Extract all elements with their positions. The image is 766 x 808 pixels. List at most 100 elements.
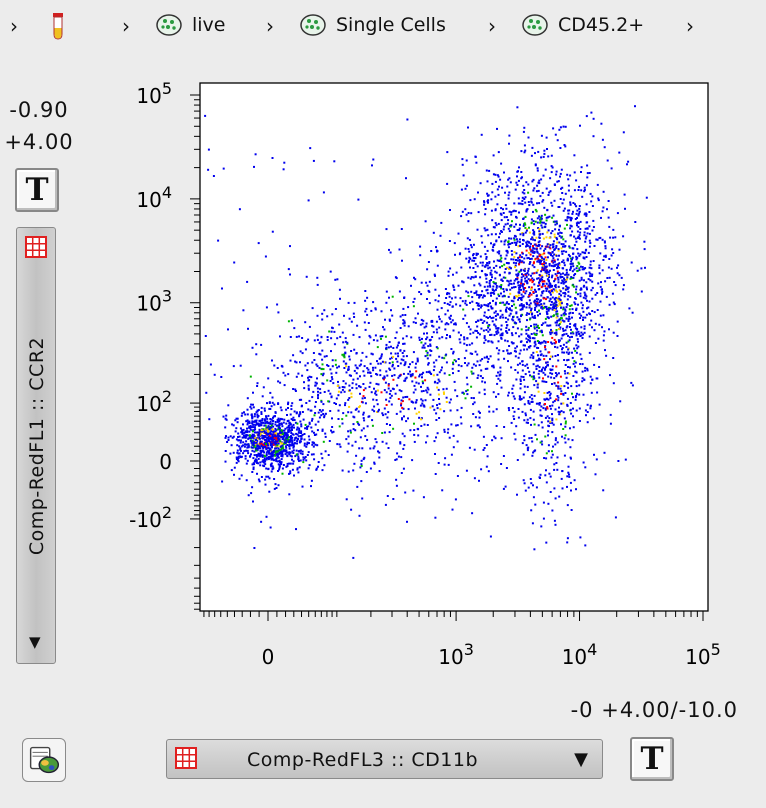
event-dot xyxy=(461,210,464,213)
event-dot xyxy=(525,421,528,424)
event-dot xyxy=(397,355,400,358)
event-dot xyxy=(508,314,511,317)
y-transform-button[interactable]: T xyxy=(15,168,59,212)
event-dot xyxy=(259,430,262,433)
breadcrumb-gate-cd45[interactable]: CD45.2+ xyxy=(522,13,644,37)
event-dot xyxy=(473,284,476,287)
event-dot xyxy=(261,418,264,420)
event-dot xyxy=(239,441,242,444)
chevron-right-icon[interactable]: › xyxy=(10,14,18,38)
event-dot xyxy=(461,163,464,166)
event-dot xyxy=(505,467,508,469)
event-dot xyxy=(225,418,228,421)
event-dot xyxy=(574,218,577,220)
event-dot xyxy=(300,438,303,441)
event-dot xyxy=(584,409,587,412)
event-dot xyxy=(494,288,497,291)
event-dot xyxy=(534,257,537,260)
event-dot xyxy=(550,201,553,204)
event-dot xyxy=(348,405,351,408)
event-dot xyxy=(253,441,256,444)
event-dot xyxy=(279,430,282,433)
event-dot xyxy=(376,389,379,392)
event-dot xyxy=(570,509,573,511)
event-dot xyxy=(497,193,500,196)
sample-tube-icon[interactable] xyxy=(52,12,64,40)
event-dot xyxy=(533,337,536,340)
event-dot xyxy=(292,445,295,448)
event-dot xyxy=(548,306,551,309)
event-dot xyxy=(467,325,470,328)
event-dot xyxy=(281,425,284,428)
event-dot xyxy=(526,385,529,388)
event-dot xyxy=(588,323,591,326)
tick-label: 104 xyxy=(136,183,172,212)
event-dot xyxy=(263,465,266,468)
event-dot xyxy=(522,239,525,242)
event-dot xyxy=(583,327,586,330)
event-dot xyxy=(246,430,249,433)
event-dot xyxy=(531,316,534,319)
event-dot xyxy=(520,150,523,153)
event-dot xyxy=(546,208,549,211)
event-dot xyxy=(322,372,325,375)
layout-editor-button[interactable] xyxy=(22,738,66,782)
event-dot xyxy=(453,288,456,291)
event-dot xyxy=(558,295,560,298)
event-dot xyxy=(607,216,610,219)
event-dot xyxy=(533,243,536,246)
event-dot xyxy=(500,324,503,327)
event-dot xyxy=(584,316,587,319)
event-dot xyxy=(252,434,255,437)
event-dot xyxy=(434,516,437,519)
event-dot xyxy=(560,232,563,234)
event-dot xyxy=(501,332,504,335)
event-dot xyxy=(384,381,387,384)
breadcrumb-gate-live[interactable]: live xyxy=(156,13,226,37)
event-dot xyxy=(283,429,286,432)
x-parameter-select[interactable]: Comp-RedFL3 :: CD11b ▼ xyxy=(166,739,603,779)
event-dot xyxy=(403,296,406,299)
breadcrumb-gate-single-cells[interactable]: Single Cells xyxy=(300,13,446,37)
event-dot xyxy=(472,413,475,415)
event-dot xyxy=(545,271,548,274)
event-dot xyxy=(558,406,560,409)
event-dot xyxy=(324,435,327,438)
event-dot xyxy=(253,445,256,448)
event-dot xyxy=(376,346,379,349)
event-dot xyxy=(297,435,300,438)
event-dot xyxy=(525,329,528,332)
event-dot xyxy=(549,282,552,285)
event-dot xyxy=(487,330,490,333)
chevron-right-icon[interactable]: › xyxy=(686,14,694,38)
event-dot xyxy=(569,218,572,221)
event-dot xyxy=(506,185,509,188)
event-dot xyxy=(537,341,540,344)
event-dot xyxy=(372,398,375,401)
event-dot xyxy=(264,435,267,438)
event-dot xyxy=(562,198,565,201)
event-dot xyxy=(498,185,500,188)
event-dot xyxy=(320,452,323,455)
event-dot xyxy=(538,366,541,369)
event-dot xyxy=(562,327,564,330)
event-dot xyxy=(277,311,280,314)
x-transform-button[interactable]: T xyxy=(630,737,674,781)
event-dot xyxy=(540,421,543,424)
event-dot xyxy=(571,258,573,261)
event-dot xyxy=(630,381,633,384)
event-dot xyxy=(436,308,439,311)
event-dot xyxy=(320,400,323,403)
event-dot xyxy=(270,470,273,473)
event-dot xyxy=(239,427,242,430)
event-dot xyxy=(286,462,289,465)
event-dot xyxy=(320,336,323,339)
event-dot xyxy=(541,253,544,256)
event-dot xyxy=(338,425,341,428)
y-parameter-select[interactable]: Comp-RedFL1 :: CCR2 ▼ xyxy=(16,227,56,664)
event-dot xyxy=(526,319,528,322)
event-dot xyxy=(527,273,530,276)
event-dot xyxy=(311,307,314,310)
event-dot xyxy=(527,257,530,259)
event-dot xyxy=(525,228,528,231)
